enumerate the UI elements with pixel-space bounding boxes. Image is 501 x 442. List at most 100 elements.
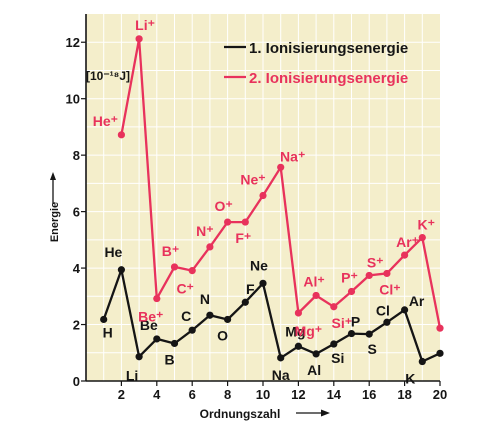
point-label: He⁺ bbox=[93, 113, 118, 129]
data-point bbox=[170, 263, 179, 271]
data-point bbox=[401, 251, 409, 259]
point-label: N bbox=[200, 291, 210, 307]
data-point bbox=[188, 326, 196, 334]
data-point bbox=[224, 315, 232, 324]
y-axis-title: Energie bbox=[49, 202, 61, 242]
point-label: O bbox=[217, 327, 228, 343]
axes: 2 4 6 8 10 12 14 16 18 20 0 2 4 6 8 10 12 bbox=[66, 14, 447, 402]
data-point bbox=[347, 329, 356, 338]
point-label: K⁺ bbox=[418, 217, 436, 233]
point-label: N⁺ bbox=[196, 223, 214, 239]
x-tick-label: 10 bbox=[256, 387, 270, 402]
data-point bbox=[436, 349, 444, 357]
data-point bbox=[206, 311, 214, 319]
y-tick-label: 4 bbox=[73, 261, 81, 276]
point-label: Be⁺ bbox=[138, 309, 163, 325]
data-point bbox=[135, 35, 143, 43]
data-point bbox=[259, 279, 267, 287]
data-point bbox=[170, 339, 179, 348]
point-label: Ne bbox=[250, 257, 268, 273]
data-point bbox=[294, 342, 302, 350]
legend-label-second: 2. Ionisierungsenergie bbox=[249, 70, 408, 87]
point-label: Li⁺ bbox=[135, 17, 155, 33]
data-point bbox=[206, 243, 214, 251]
data-point bbox=[117, 266, 125, 274]
data-point bbox=[241, 298, 249, 306]
point-labels: H He Li Be B CN O F Ne Na Mg Al Si PS Cl Ar K He⁺ Li⁺ Be⁺ B⁺… bbox=[93, 17, 435, 387]
point-label: Ne⁺ bbox=[240, 172, 265, 188]
point-label: K bbox=[405, 371, 415, 387]
point-label: P bbox=[351, 314, 360, 330]
point-label: P⁺ bbox=[341, 270, 358, 286]
legend-label-first: 1. Ionisierungsenergie bbox=[249, 40, 408, 57]
data-point bbox=[383, 318, 391, 326]
x-tick-label: 8 bbox=[224, 387, 231, 402]
point-label: C⁺ bbox=[176, 281, 194, 297]
x-tick-label: 14 bbox=[327, 387, 342, 402]
point-label: Al bbox=[307, 362, 321, 378]
point-label: B bbox=[164, 351, 174, 367]
x-tick-label: 6 bbox=[189, 387, 196, 402]
x-tick-label: 16 bbox=[362, 387, 376, 402]
x-axis-arrow bbox=[296, 409, 330, 417]
point-label: Si bbox=[331, 350, 344, 366]
point-label: Cl bbox=[376, 302, 390, 318]
y-tick-label: 12 bbox=[66, 35, 80, 50]
data-point bbox=[330, 303, 338, 311]
point-label: F⁺ bbox=[235, 230, 251, 246]
x-tick-label: 12 bbox=[291, 387, 305, 402]
data-point bbox=[365, 330, 373, 338]
point-label: He bbox=[104, 244, 122, 260]
point-label: Be bbox=[140, 317, 158, 333]
y-tick-label: 10 bbox=[66, 92, 80, 107]
point-label: Cl⁺ bbox=[379, 281, 400, 297]
y-tick-label: 0 bbox=[73, 374, 80, 389]
point-label: F bbox=[246, 281, 255, 297]
data-point bbox=[330, 340, 338, 348]
data-point bbox=[153, 294, 161, 303]
data-point bbox=[312, 350, 320, 358]
data-point bbox=[383, 269, 391, 278]
x-axis-label: Ordnungszahl bbox=[200, 407, 281, 421]
data-point bbox=[100, 315, 108, 324]
y-unit-label: [10⁻¹⁸J] bbox=[86, 69, 130, 83]
data-point bbox=[277, 354, 285, 362]
data-point bbox=[224, 218, 232, 226]
y-tick-label: 2 bbox=[73, 318, 80, 333]
legend: 1. Ionisierungsenergie 2. Ionisierungsen… bbox=[224, 40, 408, 87]
point-label: Ar bbox=[409, 293, 425, 309]
data-points bbox=[100, 35, 444, 366]
data-point bbox=[294, 309, 302, 317]
point-label: O⁺ bbox=[214, 198, 232, 214]
data-point bbox=[117, 131, 125, 139]
point-label: Si⁺ bbox=[331, 315, 352, 331]
data-point bbox=[135, 353, 143, 361]
data-point bbox=[153, 335, 161, 343]
data-point bbox=[418, 357, 426, 366]
data-point bbox=[241, 218, 249, 226]
data-point bbox=[436, 324, 444, 332]
point-label: Li bbox=[126, 368, 138, 384]
point-label: H bbox=[103, 324, 113, 340]
x-tick-label: 18 bbox=[397, 387, 411, 402]
x-tick-label: 4 bbox=[153, 387, 161, 402]
x-tick-label: 20 bbox=[433, 387, 447, 402]
data-point bbox=[259, 191, 267, 200]
data-point bbox=[401, 306, 409, 314]
data-point bbox=[312, 291, 320, 300]
x-tick-label: 2 bbox=[118, 387, 125, 402]
point-label: S⁺ bbox=[367, 254, 384, 270]
data-point bbox=[347, 287, 356, 296]
y-tick-label: 8 bbox=[73, 148, 80, 163]
point-label: S bbox=[368, 341, 377, 357]
data-point bbox=[418, 233, 426, 242]
point-label: Mg⁺ bbox=[295, 323, 323, 339]
y-tick-label: 6 bbox=[73, 205, 80, 220]
y-axis-arrow bbox=[50, 172, 56, 204]
y-axis-label: Energie bbox=[49, 202, 61, 242]
data-point bbox=[188, 267, 196, 275]
point-label: C bbox=[181, 308, 191, 324]
point-label: Ar⁺ bbox=[396, 234, 419, 250]
point-label: Na bbox=[272, 367, 290, 383]
